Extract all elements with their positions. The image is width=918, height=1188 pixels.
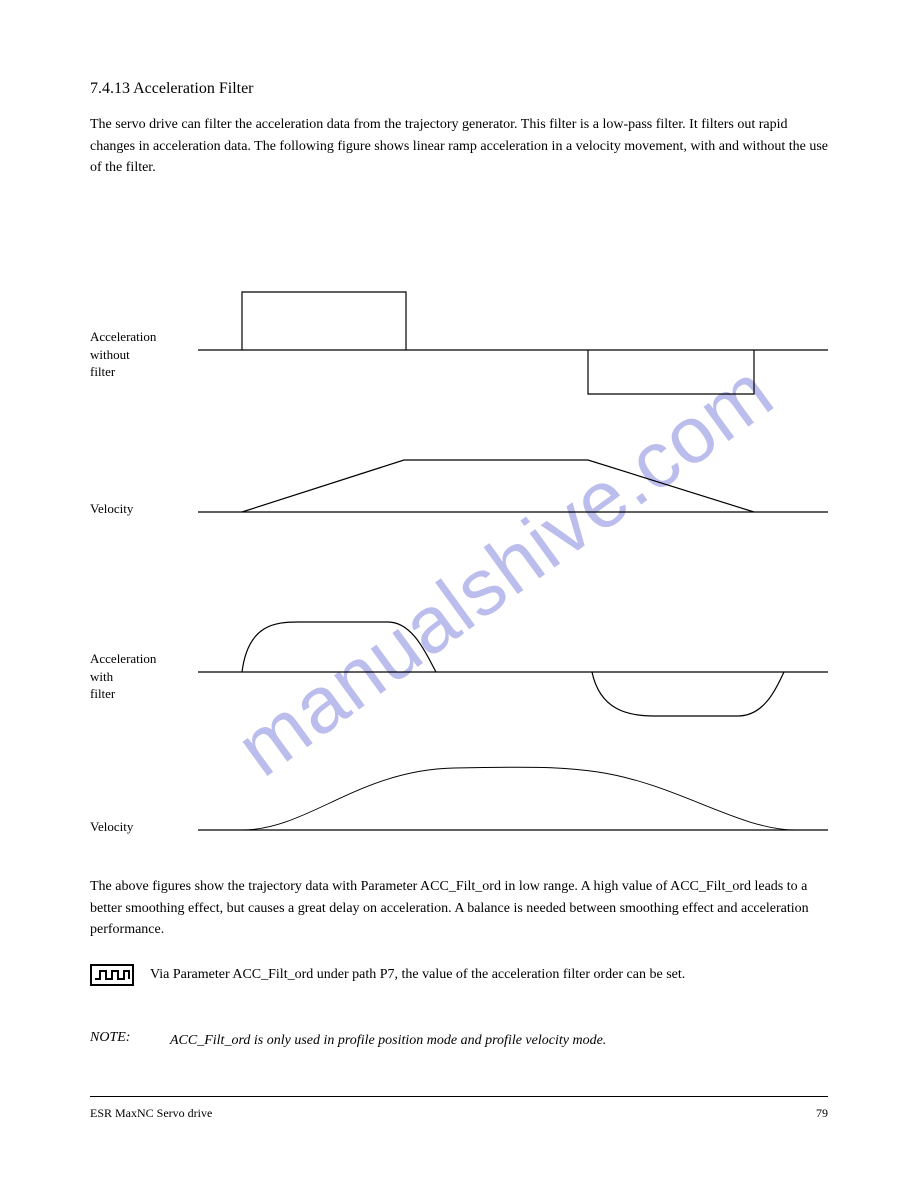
intro-paragraph: The servo drive can filter the accelerat… (90, 114, 828, 179)
note-label: NOTE: (90, 1030, 142, 1046)
waveform-svg (198, 286, 828, 886)
diagram-label-1: Acceleration without filter (90, 328, 156, 381)
para2-text: The above figures show the trajectory da… (90, 876, 828, 941)
label-velocity-2: Velocity (90, 818, 133, 836)
footer-rule (90, 1096, 828, 1097)
diagram-label-3: Acceleration with filter (90, 650, 156, 703)
velocity-smooth (242, 767, 796, 830)
diagram-label-4: Velocity (90, 818, 133, 836)
pulse-row: Via Parameter ACC_Filt_ord under path P7… (90, 964, 828, 991)
diagram-label-2: Velocity (90, 500, 133, 518)
label-filter-1: filter (90, 363, 156, 381)
pulse-icon (90, 964, 134, 991)
para2-region: The above figures show the trajectory da… (90, 876, 828, 957)
label-acceleration-2: Acceleration (90, 650, 156, 668)
label-with: with (90, 668, 156, 686)
section-title: 7.4.13 Acceleration Filter (90, 80, 828, 98)
accel-smooth-neg (592, 672, 784, 716)
accel-smooth-pos (242, 622, 436, 672)
footer-right: 79 (816, 1106, 828, 1121)
label-filter-2: filter (90, 685, 156, 703)
label-velocity-1: Velocity (90, 500, 133, 518)
note-region: NOTE: ACC_Filt_ord is only used in profi… (90, 1016, 828, 1052)
footer-left: ESR MaxNC Servo drive (90, 1106, 212, 1121)
label-acceleration-1: Acceleration (90, 328, 156, 346)
note-body: ACC_Filt_ord is only used in profile pos… (170, 1030, 606, 1052)
header-region: 7.4.13 Acceleration Filter The servo dri… (90, 80, 828, 195)
diagram-svg-wrap (198, 286, 828, 891)
velocity-trapezoid (242, 460, 754, 512)
pulse-text: Via Parameter ACC_Filt_ord under path P7… (150, 964, 685, 986)
accel-pos-rect (242, 292, 406, 350)
diagram-block: Acceleration without filter Velocity Acc… (90, 286, 828, 886)
accel-neg-rect (588, 350, 754, 394)
page: manualshive.com 7.4.13 Acceleration Filt… (0, 0, 918, 1188)
label-without: without (90, 346, 156, 364)
